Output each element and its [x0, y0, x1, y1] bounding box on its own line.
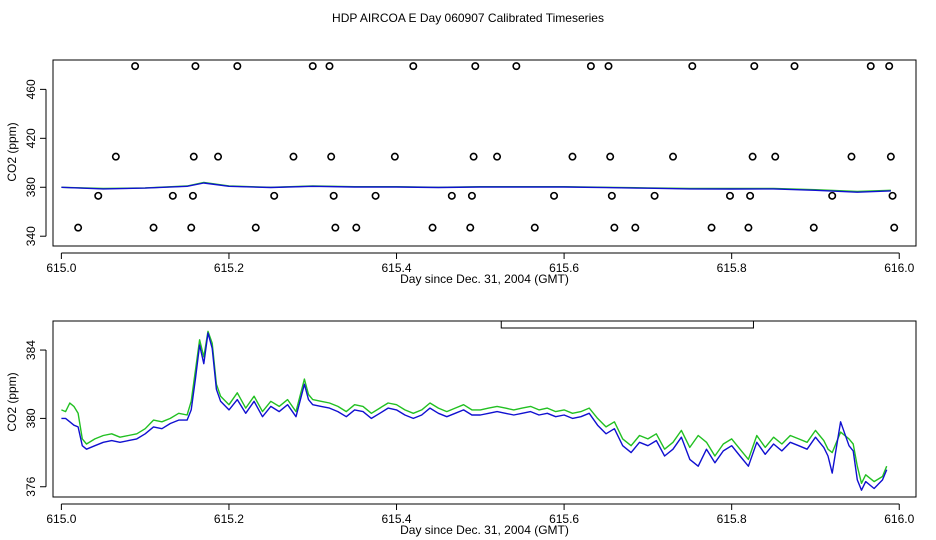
top-data-point: [214, 152, 223, 161]
bottom-panel-timeseries: Day since Dec. 31, 2004 (GMT) CO2 (ppm) …: [5, 320, 917, 537]
top-data-point: [390, 152, 399, 161]
top-x-tick-label: 615.0: [46, 261, 76, 275]
top-data-point: [888, 191, 897, 200]
top-data-point: [466, 223, 475, 232]
top-data-point: [187, 223, 196, 232]
top-data-point: [886, 152, 895, 161]
top-data-point: [847, 152, 856, 161]
bottom-x-tick-label: 615.6: [549, 512, 579, 526]
top-data-point: [233, 62, 242, 71]
top-data-point: [94, 191, 103, 200]
top-data-point: [828, 191, 837, 200]
bottom-series-blue-line: [61, 332, 888, 491]
bottom-panel-xlabel: Day since Dec. 31, 2004 (GMT): [400, 523, 569, 537]
bottom-panel-ylabel: CO2 (ppm): [5, 372, 19, 431]
top-data-point: [308, 62, 317, 71]
top-data-point: [688, 62, 697, 71]
top-series-blue-line: [61, 182, 891, 193]
top-data-point: [428, 223, 437, 232]
top-data-point: [471, 62, 480, 71]
top-y-tick-label: 340: [24, 226, 38, 246]
top-data-point: [604, 62, 613, 71]
top-data-point: [890, 223, 899, 232]
top-data-point: [748, 152, 757, 161]
top-data-point: [631, 223, 640, 232]
top-data-point: [586, 62, 595, 71]
top-data-point: [289, 152, 298, 161]
top-panel-scatter: Day since Dec. 31, 2004 (GMT) CO2 (ppm) …: [5, 59, 917, 286]
top-data-point: [790, 62, 799, 71]
top-data-point: [329, 191, 338, 200]
top-x-tick-label: 615.8: [717, 261, 747, 275]
top-data-point: [606, 152, 615, 161]
top-data-point: [447, 191, 456, 200]
top-x-tick-label: 615.6: [549, 261, 579, 275]
top-data-point: [707, 223, 716, 232]
top-x-tick-label: 616.0: [884, 261, 914, 275]
top-x-tick-label: 615.2: [214, 261, 244, 275]
top-panel-ylabel: CO2 (ppm): [5, 122, 19, 181]
top-data-point: [168, 191, 177, 200]
top-data-point: [744, 223, 753, 232]
bottom-y-tick-label: 384: [24, 340, 38, 360]
top-data-point: [771, 152, 780, 161]
top-data-point: [809, 223, 818, 232]
top-data-point: [650, 191, 659, 200]
top-data-point: [610, 223, 619, 232]
top-data-point: [746, 191, 755, 200]
bottom-y-tick-label: 376: [24, 476, 38, 496]
top-data-point: [371, 191, 380, 200]
top-data-point: [327, 152, 336, 161]
bottom-x-tick-label: 615.8: [717, 512, 747, 526]
top-data-point: [331, 223, 340, 232]
top-data-point: [568, 152, 577, 161]
top-data-point: [189, 152, 198, 161]
top-data-point: [111, 152, 120, 161]
top-data-point: [725, 191, 734, 200]
top-data-point: [750, 62, 759, 71]
top-data-point: [325, 62, 334, 71]
bottom-series-green-line: [61, 330, 888, 484]
bottom-legend-box: [500, 320, 754, 329]
top-data-point: [188, 191, 197, 200]
top-plot-frame: [52, 59, 917, 247]
top-data-point: [512, 62, 521, 71]
top-data-point: [191, 62, 200, 71]
bottom-y-tick-label: 380: [24, 408, 38, 428]
bottom-plot-frame: [52, 320, 917, 498]
top-x-tick-label: 615.4: [382, 261, 412, 275]
top-y-tick-label: 420: [24, 128, 38, 148]
top-data-point: [607, 191, 616, 200]
bottom-x-tick-label: 615.4: [382, 512, 412, 526]
top-data-point: [131, 62, 140, 71]
top-data-point: [467, 191, 476, 200]
top-y-tick-label: 460: [24, 79, 38, 99]
top-data-point: [493, 152, 502, 161]
top-y-tick-label: 380: [24, 177, 38, 197]
figure-title: HDP AIRCOA E Day 060907 Calibrated Times…: [332, 11, 604, 25]
top-data-point: [409, 62, 418, 71]
bottom-x-tick-label: 616.0: [884, 512, 914, 526]
top-data-point: [550, 191, 559, 200]
bottom-x-tick-label: 615.2: [214, 512, 244, 526]
top-data-point: [149, 223, 158, 232]
top-data-point: [885, 62, 894, 71]
top-data-point: [866, 62, 875, 71]
top-data-point: [74, 223, 83, 232]
top-data-point: [352, 223, 361, 232]
top-data-point: [270, 191, 279, 200]
bottom-x-tick-label: 615.0: [46, 512, 76, 526]
top-data-point: [530, 223, 539, 232]
top-data-point: [669, 152, 678, 161]
top-data-point: [251, 223, 260, 232]
top-data-point: [469, 152, 478, 161]
top-panel-xlabel: Day since Dec. 31, 2004 (GMT): [400, 272, 569, 286]
